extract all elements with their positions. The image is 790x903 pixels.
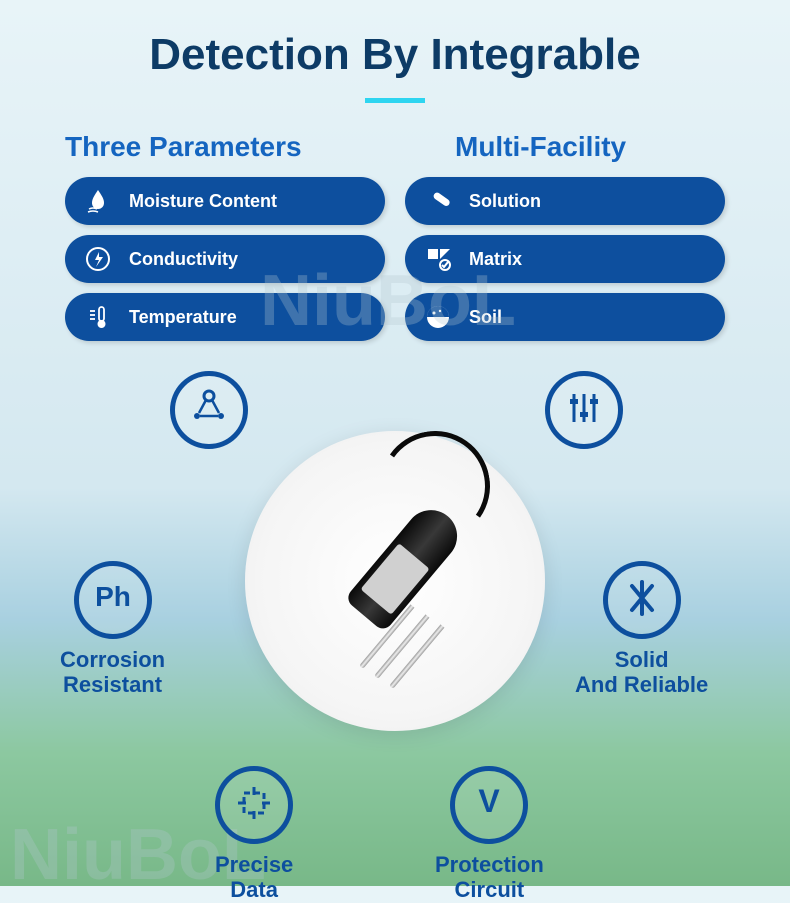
temperature-icon — [83, 302, 113, 332]
pill-conductivity: Conductivity — [65, 235, 385, 283]
center-area: Ph CorrosionResistant SolidAnd Reliable … — [0, 371, 790, 891]
solution-icon — [423, 186, 453, 216]
pill-label: Solution — [469, 191, 541, 212]
pill-label: Matrix — [469, 249, 522, 270]
feature-corrosion: Ph CorrosionResistant — [60, 561, 165, 698]
feature-label: PreciseData — [215, 852, 293, 903]
pill-solution: Solution — [405, 177, 725, 225]
feature-sliders — [545, 371, 623, 457]
conductivity-icon — [83, 244, 113, 274]
feature-label: SolidAnd Reliable — [575, 647, 708, 698]
pill-matrix: Matrix — [405, 235, 725, 283]
feature-precise: PreciseData — [215, 766, 293, 903]
pill-label: Soil — [469, 307, 502, 328]
sensor-illustration — [285, 471, 505, 691]
ph-icon: Ph — [88, 573, 138, 628]
feature-share — [170, 371, 248, 457]
pill-label: Conductivity — [129, 249, 238, 270]
columns-container: Three Parameters Moisture Content Conduc… — [0, 131, 790, 351]
right-column-title: Multi-Facility — [405, 131, 725, 163]
svg-text:Ph: Ph — [95, 581, 131, 612]
page-title: Detection By Integrable — [0, 0, 790, 80]
precise-icon — [232, 781, 276, 830]
pill-moisture: Moisture Content — [65, 177, 385, 225]
feature-label: CorrosionResistant — [60, 647, 165, 698]
reliable-icon — [620, 576, 664, 625]
matrix-icon — [423, 244, 453, 274]
product-image — [245, 431, 545, 731]
pill-temperature: Temperature — [65, 293, 385, 341]
share-icon — [187, 386, 231, 435]
pill-label: Temperature — [129, 307, 237, 328]
moisture-icon — [83, 186, 113, 216]
protection-icon: V — [464, 778, 514, 833]
soil-icon — [423, 302, 453, 332]
title-underline — [365, 98, 425, 103]
feature-reliable: SolidAnd Reliable — [575, 561, 708, 698]
sliders-icon — [562, 386, 606, 435]
feature-label: ProtectionCircuit — [435, 852, 544, 903]
left-column-title: Three Parameters — [65, 131, 385, 163]
pill-soil: Soil — [405, 293, 725, 341]
left-column: Three Parameters Moisture Content Conduc… — [65, 131, 385, 351]
feature-protection: V ProtectionCircuit — [435, 766, 544, 903]
pill-label: Moisture Content — [129, 191, 277, 212]
right-column: Multi-Facility Solution Matrix Soil — [405, 131, 725, 351]
svg-text:V: V — [479, 783, 501, 819]
